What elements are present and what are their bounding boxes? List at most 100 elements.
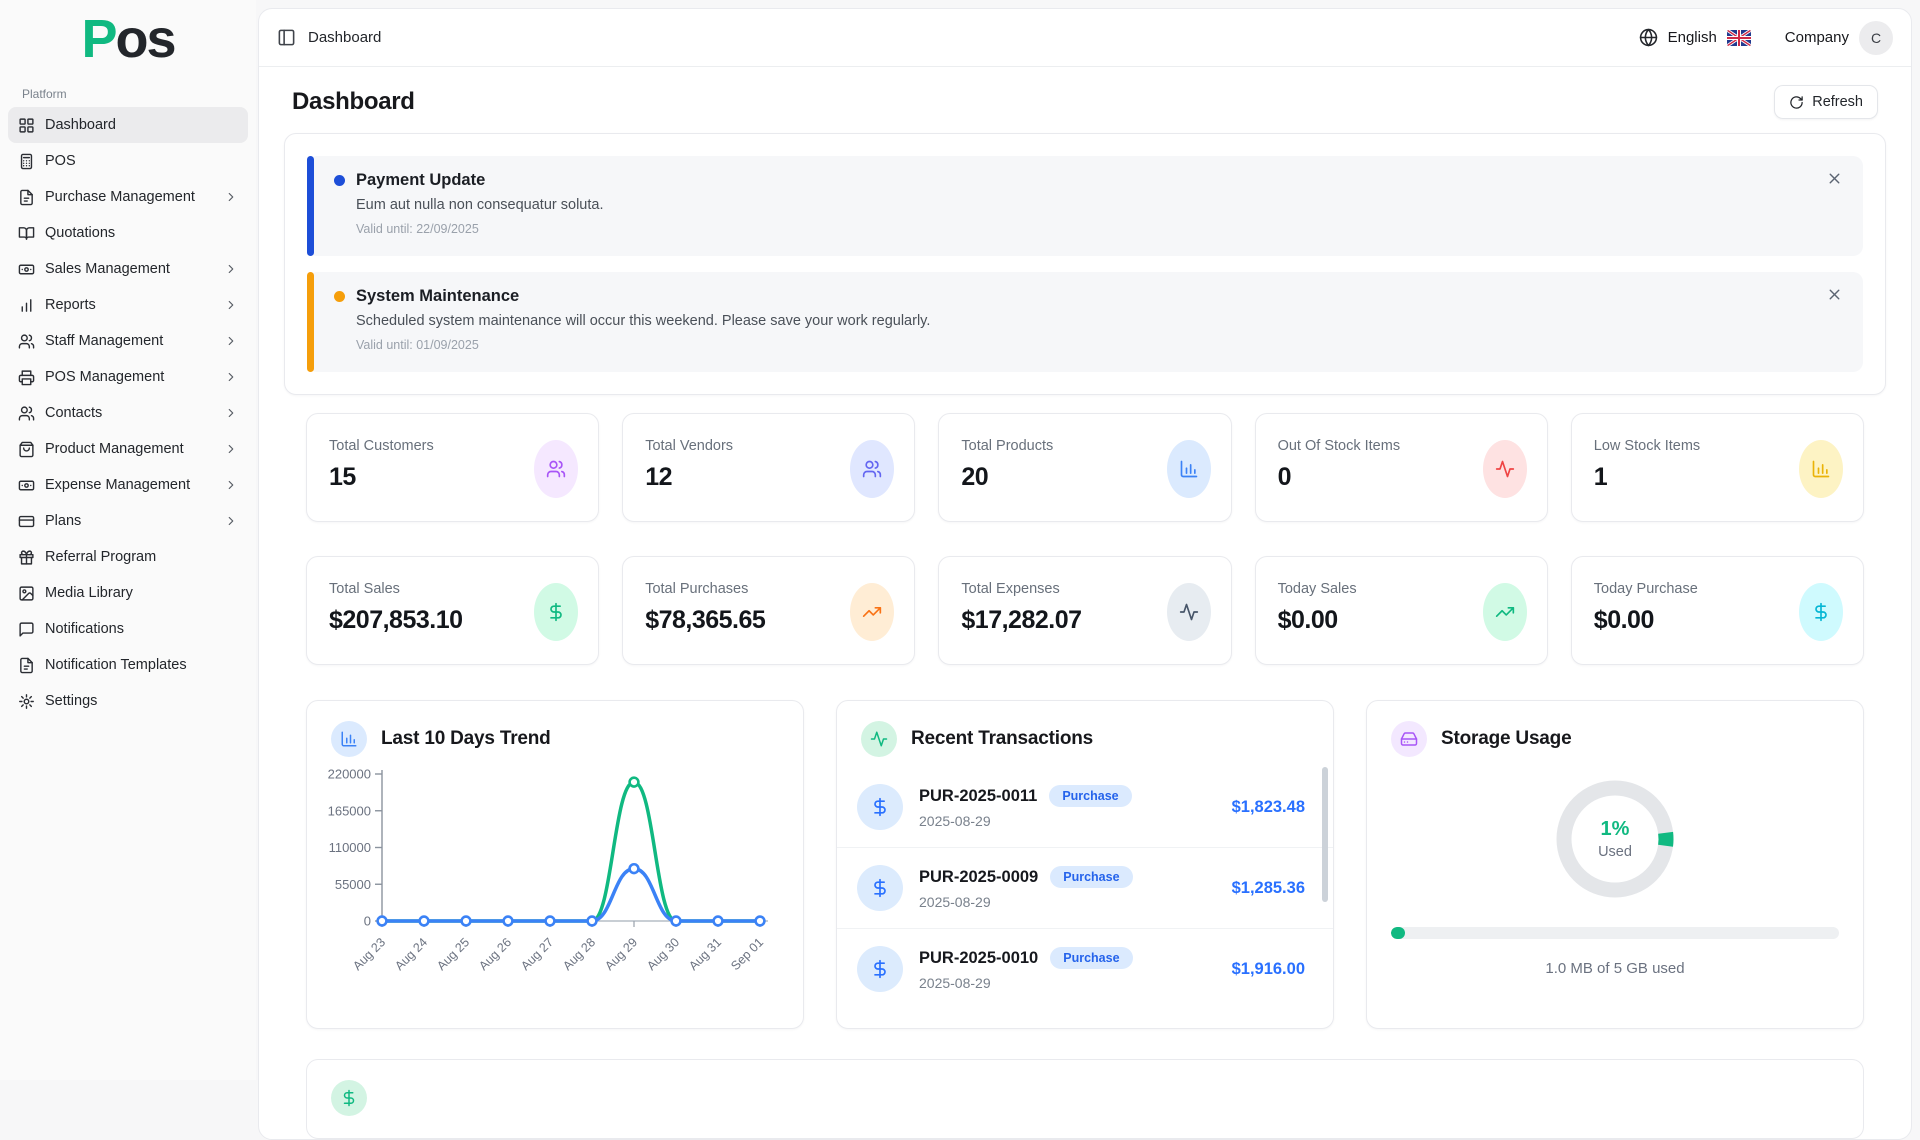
sidebar-item-quotations[interactable]: Quotations <box>8 215 248 251</box>
recent-transactions-card: Recent Transactions PUR-2025-0011Purchas… <box>836 700 1334 1029</box>
trending-up-icon <box>1483 583 1527 641</box>
transactions-title: Recent Transactions <box>911 728 1093 750</box>
sidebar-item-contacts[interactable]: Contacts <box>8 395 248 431</box>
announcements-card: Payment Update Eum aut nulla non consequ… <box>284 133 1886 395</box>
storage-progress-bar <box>1391 927 1839 939</box>
refresh-icon <box>1789 95 1804 110</box>
stat-card-total-sales: Total Sales$207,853.10 <box>306 556 599 665</box>
sidebar-item-plans[interactable]: Plans <box>8 503 248 539</box>
chevron-right-icon <box>224 370 238 384</box>
calculator-icon <box>18 153 35 170</box>
sidebar-item-label: Referral Program <box>45 549 238 565</box>
sidebar-item-purchase-management[interactable]: Purchase Management <box>8 179 248 215</box>
sidebar-item-referral-program[interactable]: Referral Program <box>8 539 248 575</box>
transaction-ref: PUR-2025-0011 <box>919 787 1037 806</box>
sidebar-item-label: Notification Templates <box>45 657 238 673</box>
sidebar: Pos Platform DashboardPOSPurchase Manage… <box>0 0 256 1080</box>
sidebar-item-label: Expense Management <box>45 477 214 493</box>
activity-icon <box>1483 440 1527 498</box>
stat-card-total-purchases: Total Purchases$78,365.65 <box>622 556 915 665</box>
page-title: Dashboard <box>292 88 415 116</box>
transaction-date: 2025-08-29 <box>919 894 1133 910</box>
storage-percent: 1% <box>1601 818 1630 841</box>
uk-flag-icon <box>1727 30 1751 46</box>
chart-column-icon <box>1167 440 1211 498</box>
svg-text:Aug 23: Aug 23 <box>350 935 388 973</box>
storage-caption: 1.0 MB of 5 GB used <box>1391 960 1839 977</box>
sidebar-item-sales-management[interactable]: Sales Management <box>8 251 248 287</box>
book-open-icon <box>18 225 35 242</box>
sidebar-item-pos[interactable]: POS <box>8 143 248 179</box>
sidebar-item-pos-management[interactable]: POS Management <box>8 359 248 395</box>
refresh-button[interactable]: Refresh <box>1774 85 1878 119</box>
stats-row-counts: Total Customers15Total Vendors12Total Pr… <box>306 413 1864 522</box>
dollar-icon <box>534 583 578 641</box>
activity-icon <box>1167 583 1211 641</box>
chart-icon <box>331 721 367 757</box>
close-icon[interactable] <box>1826 286 1843 303</box>
transaction-row[interactable]: PUR-2025-0011Purchase2025-08-29$1,823.48 <box>837 767 1333 847</box>
sidebar-item-settings[interactable]: Settings <box>8 683 248 719</box>
language-selector[interactable]: English <box>1668 29 1717 46</box>
trend-card: Last 10 Days Trend 220000165000110000550… <box>306 700 804 1029</box>
sidebar-item-label: Contacts <box>45 405 214 421</box>
globe-icon <box>1639 28 1658 47</box>
transaction-ref: PUR-2025-0010 <box>919 949 1038 968</box>
sidebar-item-label: Reports <box>45 297 214 313</box>
svg-text:0: 0 <box>364 914 371 929</box>
svg-text:220000: 220000 <box>328 767 371 782</box>
shopping-bag-icon <box>18 441 35 458</box>
hard-drive-icon <box>1391 721 1427 757</box>
breadcrumb[interactable]: Dashboard <box>308 29 381 46</box>
sidebar-item-staff-management[interactable]: Staff Management <box>8 323 248 359</box>
file-text-icon <box>18 657 35 674</box>
transaction-type-badge: Purchase <box>1050 947 1132 969</box>
users-icon <box>18 333 35 350</box>
next-section-card <box>306 1059 1864 1139</box>
stats-row-amounts: Total Sales$207,853.10Total Purchases$78… <box>306 556 1864 665</box>
sidebar-item-expense-management[interactable]: Expense Management <box>8 467 248 503</box>
sidebar-section-label: Platform <box>0 69 256 107</box>
dollar-icon <box>331 1080 367 1116</box>
grid-icon <box>18 117 35 134</box>
announcement-valid-until: Valid until: 01/09/2025 <box>356 338 1803 352</box>
sidebar-item-notifications[interactable]: Notifications <box>8 611 248 647</box>
company-menu[interactable]: Company <box>1785 29 1849 46</box>
announcement-title: System Maintenance <box>356 287 1803 306</box>
sidebar-item-media-library[interactable]: Media Library <box>8 575 248 611</box>
avatar[interactable]: C <box>1859 21 1893 55</box>
svg-text:Sep 01: Sep 01 <box>728 935 766 973</box>
svg-text:Aug 27: Aug 27 <box>518 935 556 973</box>
sidebar-toggle-icon[interactable] <box>277 28 296 47</box>
sidebar-item-label: Plans <box>45 513 214 529</box>
sidebar-item-notification-templates[interactable]: Notification Templates <box>8 647 248 683</box>
scrollbar-thumb[interactable] <box>1322 767 1328 902</box>
sidebar-item-label: Sales Management <box>45 261 214 277</box>
storage-donut: 1% Used <box>1553 777 1677 901</box>
transaction-row[interactable]: PUR-2025-0010Purchase2025-08-29$1,916.00 <box>837 928 1333 1009</box>
logo-letters-os: os <box>116 9 175 69</box>
trend-chart: 220000165000110000550000Aug 23Aug 24Aug … <box>317 761 779 1013</box>
chevron-right-icon <box>224 514 238 528</box>
credit-card-icon <box>18 513 35 530</box>
sidebar-item-reports[interactable]: Reports <box>8 287 248 323</box>
dollar-icon <box>857 865 903 911</box>
sidebar-item-label: Product Management <box>45 441 214 457</box>
image-icon <box>18 585 35 602</box>
file-text-icon <box>18 189 35 206</box>
sidebar-item-label: POS <box>45 153 238 169</box>
stat-card-today-sales: Today Sales$0.00 <box>1255 556 1548 665</box>
sidebar-item-product-management[interactable]: Product Management <box>8 431 248 467</box>
settings-icon <box>18 693 35 710</box>
users-icon <box>534 440 578 498</box>
announcement-message: Eum aut nulla non consequatur soluta. <box>356 197 1803 213</box>
banknote-icon <box>18 477 35 494</box>
storage-used-label: Used <box>1598 844 1632 860</box>
transaction-row[interactable]: PUR-2025-0009Purchase2025-08-29$1,285.36 <box>837 847 1333 928</box>
sidebar-item-label: Media Library <box>45 585 238 601</box>
stat-card-total-expenses: Total Expenses$17,282.07 <box>938 556 1231 665</box>
sidebar-item-label: Settings <box>45 693 238 709</box>
sidebar-item-dashboard[interactable]: Dashboard <box>8 107 248 143</box>
announcement-system-maintenance: System Maintenance Scheduled system main… <box>307 272 1863 372</box>
close-icon[interactable] <box>1826 170 1843 187</box>
